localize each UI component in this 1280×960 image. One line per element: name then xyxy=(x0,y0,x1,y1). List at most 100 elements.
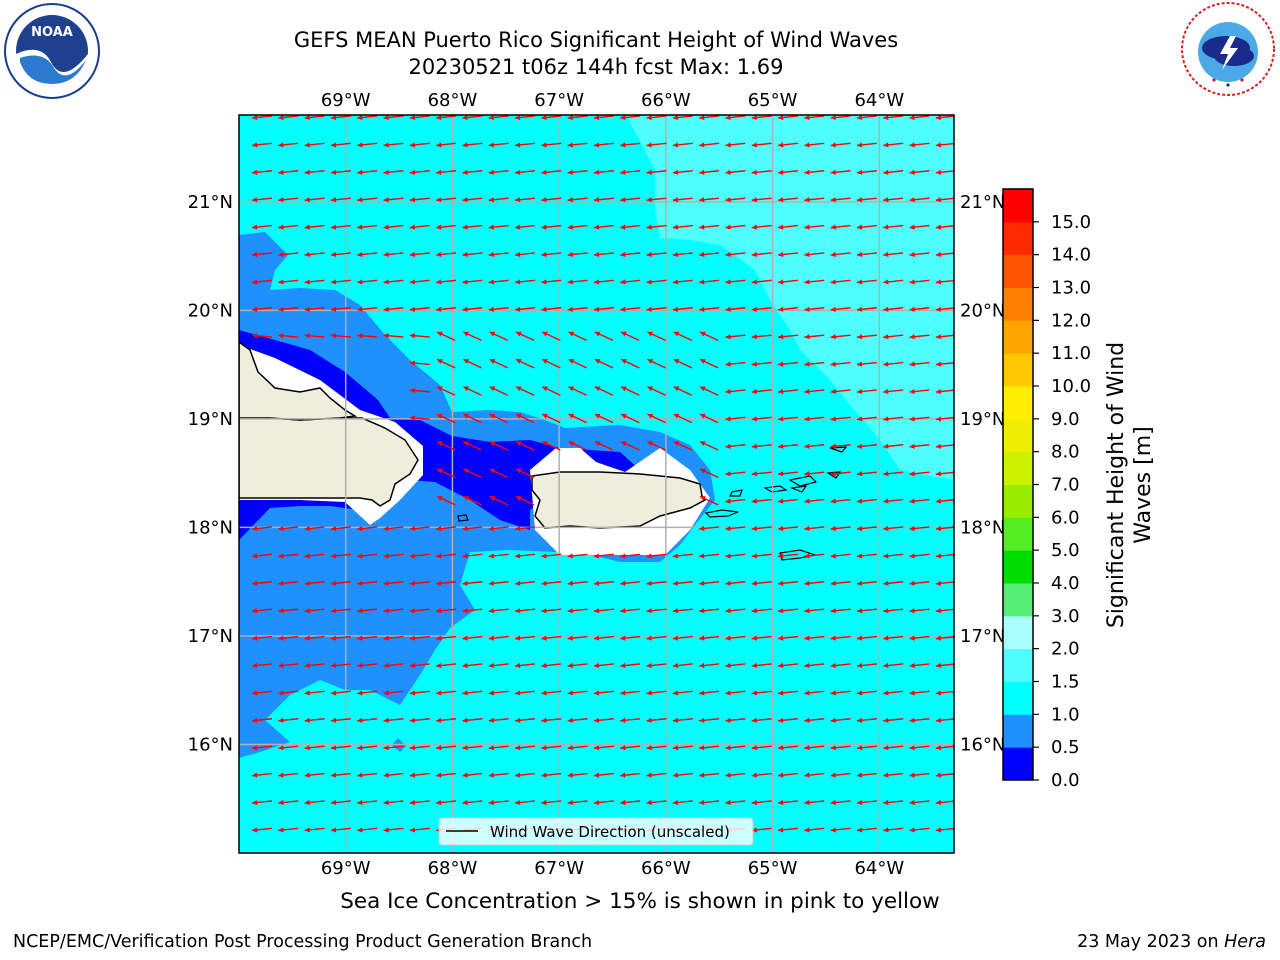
wave-direction-arrow xyxy=(699,525,720,532)
wave-direction-arrow xyxy=(777,580,799,586)
wave-direction-arrow xyxy=(304,553,325,559)
wave-direction-arrow xyxy=(804,553,825,559)
wave-direction-arrow xyxy=(646,279,667,285)
legend-label: Wind Wave Direction (unscaled) xyxy=(490,823,730,841)
wave-direction-arrow xyxy=(409,279,430,285)
wave-direction-arrow xyxy=(488,690,509,696)
colorbar-tick-label: 9.0 xyxy=(1051,409,1080,430)
wave-direction-arrow xyxy=(935,471,954,477)
wave-direction-arrow xyxy=(304,251,325,258)
wave-direction-arrow xyxy=(856,690,877,696)
wave-direction-arrow xyxy=(804,772,825,778)
colorbar: 0.0 0.5 1.0 1.5 2.0 3.0 4.0 5.0 6.0 7.0 8.0 9.0 10.0… xyxy=(1002,188,1091,791)
wave-direction-arrow xyxy=(593,279,614,285)
wave-direction-arrow xyxy=(777,224,799,230)
wave-direction-arrow xyxy=(251,525,273,532)
wave-direction-arrow xyxy=(620,306,641,312)
wave-direction-arrow xyxy=(883,525,904,532)
wave-direction-arrow xyxy=(383,197,404,203)
colorbar-tick-label: 1.5 xyxy=(1051,672,1080,693)
wave-direction-arrow xyxy=(251,690,273,696)
wave-direction-arrow xyxy=(804,361,825,367)
wave-direction-arrow xyxy=(725,251,746,258)
wave-direction-arrow xyxy=(251,580,273,586)
wave-direction-arrow xyxy=(883,717,904,723)
wave-direction-arrow xyxy=(568,440,587,451)
wave-direction-arrow xyxy=(647,440,666,451)
wave-direction-arrow xyxy=(436,142,457,148)
wave-direction-arrow xyxy=(489,468,509,479)
wave-direction-arrow xyxy=(856,115,877,121)
wave-direction-arrow xyxy=(278,279,299,285)
colorbar-tick-label: 15.0 xyxy=(1051,212,1091,233)
wave-direction-arrow xyxy=(909,635,930,641)
noaa-logo-text: NOAA xyxy=(31,25,73,40)
wave-direction-arrow xyxy=(856,443,877,449)
wave-direction-arrow xyxy=(436,306,457,312)
wave-direction-arrow xyxy=(278,197,299,203)
chart-title: GEFS MEAN Puerto Rico Significant Height… xyxy=(293,28,899,52)
wave-direction-arrow xyxy=(330,745,351,751)
colorbar-segment xyxy=(1003,418,1033,453)
wave-direction-arrow xyxy=(304,197,325,203)
wave-direction-arrow xyxy=(830,690,851,696)
wave-direction-arrow xyxy=(514,580,536,586)
wave-direction-arrow xyxy=(935,580,954,586)
wave-direction-arrow xyxy=(804,745,825,751)
wave-direction-arrow xyxy=(620,279,641,285)
wave-direction-arrow xyxy=(856,498,877,504)
wave-direction-arrow xyxy=(883,827,904,833)
wave-direction-arrow xyxy=(830,827,851,833)
wave-direction-arrow xyxy=(856,279,877,285)
wave-direction-arrow xyxy=(777,717,799,723)
wave-direction-arrow xyxy=(567,745,588,751)
wave-direction-arrow xyxy=(330,690,351,696)
wave-direction-arrow xyxy=(489,413,509,424)
wave-direction-arrow xyxy=(409,115,430,121)
wave-direction-arrow xyxy=(330,115,351,121)
wave-direction-arrow xyxy=(251,197,273,203)
wave-direction-arrow xyxy=(488,580,509,586)
wave-direction-arrow xyxy=(672,635,693,641)
wave-field-1.5-2 xyxy=(626,115,954,480)
wave-direction-arrow xyxy=(777,443,799,449)
wave-direction-arrow xyxy=(725,799,746,806)
wave-direction-arrow xyxy=(909,443,930,449)
map-legend: Wind Wave Direction (unscaled) xyxy=(438,817,754,846)
wave-direction-arrow xyxy=(751,717,772,723)
wave-direction-arrow xyxy=(488,553,509,559)
wave-direction-arrow xyxy=(751,361,772,367)
wave-direction-arrow xyxy=(541,608,562,614)
wave-direction-arrow xyxy=(804,690,825,696)
wave-direction-arrow xyxy=(514,745,536,751)
wave-direction-arrow xyxy=(436,525,457,532)
wave-direction-arrow xyxy=(777,471,799,477)
wave-direction-arrow xyxy=(935,416,954,422)
wave-direction-arrow xyxy=(646,635,667,641)
wave-direction-arrow xyxy=(804,334,825,340)
wave-direction-arrow xyxy=(383,745,404,751)
wave-direction-arrow xyxy=(804,662,825,669)
wave-direction-arrow xyxy=(909,169,930,175)
lat-label-left: 19°N xyxy=(188,409,233,430)
chart-subtitle: 20230521 t06z 144h fcst Max: 1.69 xyxy=(408,55,784,79)
wave-direction-arrow xyxy=(672,306,693,312)
wave-direction-arrow xyxy=(436,635,457,641)
lon-label-bottom: 64°W xyxy=(854,858,904,879)
wave-direction-arrow xyxy=(804,471,825,477)
wave-direction-arrow xyxy=(409,333,430,339)
wave-direction-arrow xyxy=(541,440,561,451)
wave-direction-arrow xyxy=(830,608,851,614)
colorbar-tick-label: 0.5 xyxy=(1051,737,1080,758)
wave-direction-arrow xyxy=(436,224,457,230)
wave-direction-arrow xyxy=(672,690,693,696)
lat-label-left: 18°N xyxy=(188,517,233,538)
colorbar-tick-label: 1.0 xyxy=(1051,704,1080,725)
wave-direction-arrow xyxy=(436,169,457,175)
wave-direction-arrow xyxy=(804,498,825,504)
wave-direction-arrow xyxy=(672,580,693,586)
wave-direction-arrow xyxy=(567,142,588,148)
wave-direction-arrow xyxy=(830,553,851,559)
wave-direction-arrow xyxy=(935,388,954,395)
wave-direction-arrow xyxy=(909,279,930,285)
